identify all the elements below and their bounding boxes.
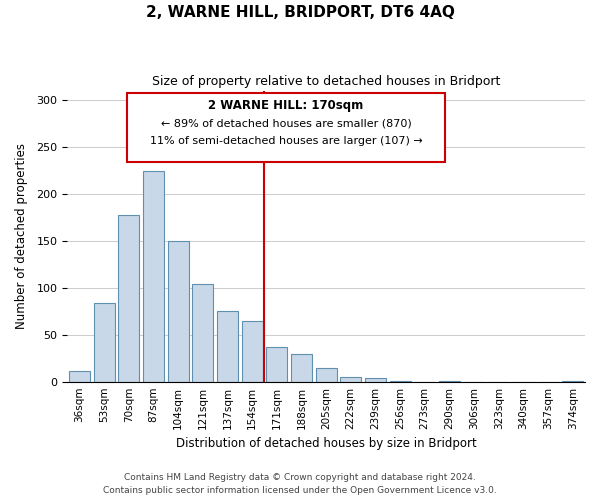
Bar <box>365 378 386 382</box>
Text: 2 WARNE HILL: 170sqm: 2 WARNE HILL: 170sqm <box>208 98 364 112</box>
Bar <box>94 303 115 382</box>
Bar <box>118 214 139 382</box>
Text: 2, WARNE HILL, BRIDPORT, DT6 4AQ: 2, WARNE HILL, BRIDPORT, DT6 4AQ <box>146 5 454 20</box>
Bar <box>389 380 410 382</box>
Bar <box>193 284 213 382</box>
Text: Contains HM Land Registry data © Crown copyright and database right 2024.
Contai: Contains HM Land Registry data © Crown c… <box>103 474 497 495</box>
Y-axis label: Number of detached properties: Number of detached properties <box>15 143 28 329</box>
Bar <box>439 380 460 382</box>
Bar <box>562 380 583 382</box>
Bar <box>217 311 238 382</box>
Bar <box>143 172 164 382</box>
Text: ← 89% of detached houses are smaller (870): ← 89% of detached houses are smaller (87… <box>161 118 412 128</box>
Bar <box>266 347 287 382</box>
Bar <box>69 372 90 382</box>
Bar <box>291 354 312 382</box>
Bar <box>340 377 361 382</box>
Title: Size of property relative to detached houses in Bridport: Size of property relative to detached ho… <box>152 75 500 88</box>
Bar <box>167 241 188 382</box>
X-axis label: Distribution of detached houses by size in Bridport: Distribution of detached houses by size … <box>176 437 476 450</box>
Text: 11% of semi-detached houses are larger (107) →: 11% of semi-detached houses are larger (… <box>149 136 422 145</box>
Bar <box>242 320 263 382</box>
Bar <box>316 368 337 382</box>
FancyBboxPatch shape <box>127 94 445 162</box>
